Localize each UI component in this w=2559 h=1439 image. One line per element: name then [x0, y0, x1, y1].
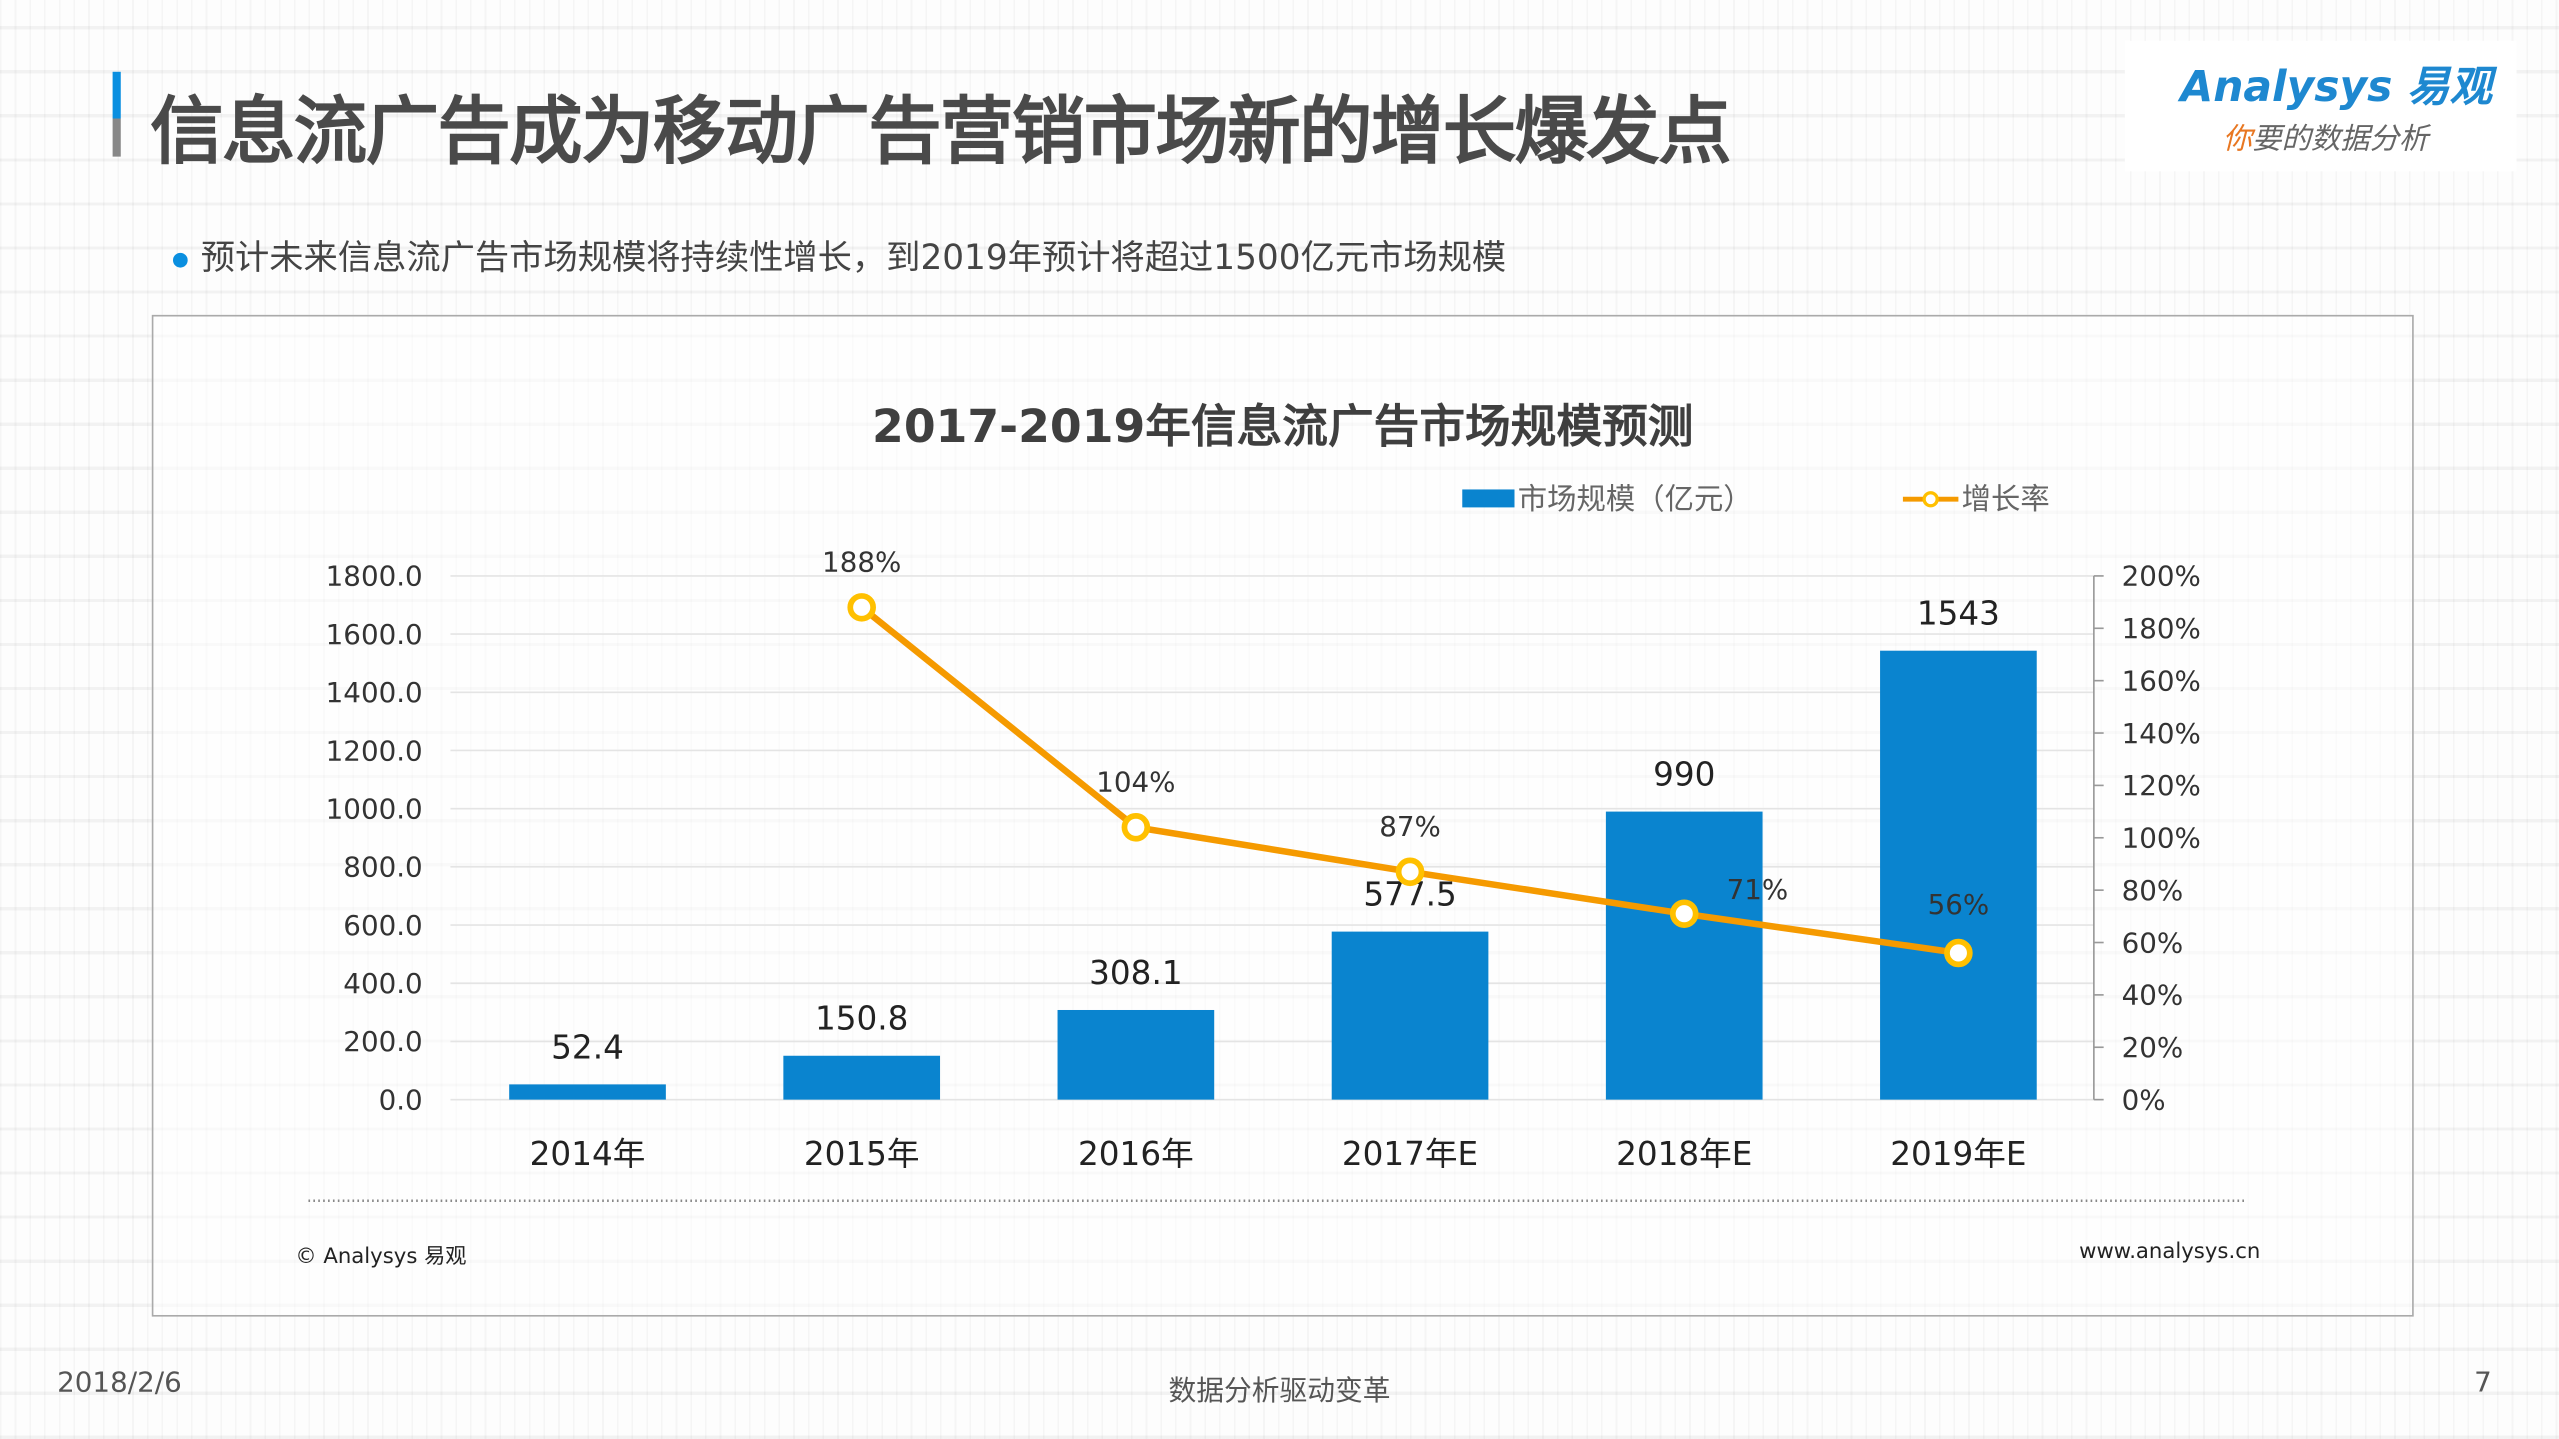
y-right-tick-label: 120%: [2122, 769, 2201, 802]
bar: [783, 1055, 941, 1100]
y-right-tick-label: 100%: [2122, 822, 2201, 855]
y-left-tick-label: 800.0: [343, 851, 422, 884]
y-right-tick-label: 80%: [2122, 874, 2184, 907]
y-left-tick-label: 400.0: [343, 967, 422, 1000]
x-tick-label: 2016年: [1078, 1135, 1194, 1173]
x-tick-label: 2015年: [804, 1135, 920, 1173]
x-tick-label: 2018年E: [1616, 1135, 1752, 1173]
chart-frame: 2017-2019年信息流广告市场规模预测 市场规模（亿元） 增长率 0.0 20…: [151, 314, 2414, 1317]
y-right-tick-label: 160%: [2122, 664, 2201, 697]
growth-rate-label: 188%: [822, 545, 901, 578]
title-accent-bar: [112, 71, 121, 157]
bar: [1331, 931, 1489, 1100]
logo-wordmark: Analysys 易观: [2180, 63, 2493, 113]
y-left-tick-label: 1800.0: [326, 560, 423, 593]
y-left-tick-label: 200.0: [343, 1025, 422, 1058]
growth-rate-label: 71%: [1727, 873, 1789, 906]
growth-rate-marker: [1395, 857, 1425, 887]
source-left: © Analysys 易观: [295, 1244, 466, 1269]
chart-title: 2017-2019年信息流广告市场规模预测: [872, 400, 1693, 453]
page-number: 7: [2474, 1367, 2492, 1400]
page-title: 信息流广告成为移动广告营销市场新的增长爆发点: [150, 88, 1731, 175]
y-right-tick-label: 140%: [2122, 717, 2201, 750]
growth-rate-marker: [1944, 938, 1973, 968]
growth-rate-label: 87%: [1379, 810, 1441, 843]
legend-bar-swatch: [1462, 489, 1515, 508]
x-tick-label: 2019年E: [1890, 1135, 2026, 1173]
bar-data-label: 308.1: [1089, 954, 1182, 992]
footer-slogan: 数据分析驱动变革: [1168, 1375, 1391, 1408]
x-tick-label: 2017年E: [1342, 1135, 1478, 1173]
x-tick-label: 2014年: [530, 1135, 646, 1173]
growth-rate-marker: [1669, 899, 1699, 928]
y-right-tick-label: 40%: [2122, 979, 2184, 1012]
growth-rate-label: 56%: [1928, 888, 1990, 921]
y-left-tick-label: 1000.0: [326, 792, 423, 825]
bar-data-label: 1543: [1917, 595, 2000, 633]
bar: [509, 1084, 666, 1100]
bullet-point: 预计未来信息流广告市场规模将持续性增长，到2019年预计将超过1500亿元市场规…: [172, 232, 1507, 281]
bullet-dot-icon: [172, 252, 188, 267]
y-left-tick-label: 1200.0: [326, 734, 423, 767]
growth-rate-label: 104%: [1096, 765, 1175, 798]
analysys-logo: Analysys 易观 你要的数据分析: [2124, 40, 2517, 172]
bar-data-label: 52.4: [551, 1028, 624, 1066]
bar: [1605, 811, 1763, 1100]
y-right-tick-label: 200%: [2122, 560, 2201, 593]
legend-line-marker: [1922, 491, 1939, 508]
legend-line-label: 增长率: [1962, 482, 2050, 516]
source-right: www.analysys.cn: [2079, 1239, 2260, 1264]
growth-rate-marker: [847, 593, 876, 622]
y-left-tick-label: 600.0: [343, 909, 422, 942]
footer-date: 2018/2/6: [57, 1367, 182, 1400]
y-right-tick-label: 20%: [2122, 1031, 2184, 1064]
bullet-text: 预计未来信息流广告市场规模将持续性增长，到2019年预计将超过1500亿元市场规…: [200, 238, 1507, 278]
logo-slogan: 你要的数据分析: [2222, 122, 2429, 157]
chart: 2017-2019年信息流广告市场规模预测 市场规模（亿元） 增长率 0.0 20…: [295, 400, 2260, 1269]
y-right-tick-label: 180%: [2122, 612, 2201, 645]
growth-rate-marker: [1121, 813, 1151, 842]
legend-bar-label: 市场规模（亿元）: [1518, 482, 1753, 516]
bar-data-label: 990: [1653, 755, 1715, 793]
y-left-tick-label: 1400.0: [326, 676, 423, 709]
legend: 市场规模（亿元） 增长率: [1462, 482, 2050, 516]
y-left-tick-label: 0.0: [379, 1083, 423, 1116]
y-right-tick-label: 60%: [2122, 926, 2184, 959]
y-left-tick-label: 1600.0: [326, 618, 423, 651]
bar: [1057, 1009, 1215, 1100]
y-right-tick-label: 0%: [2122, 1083, 2166, 1116]
bar-data-label: 150.8: [815, 1000, 908, 1038]
bar: [1880, 650, 2037, 1100]
